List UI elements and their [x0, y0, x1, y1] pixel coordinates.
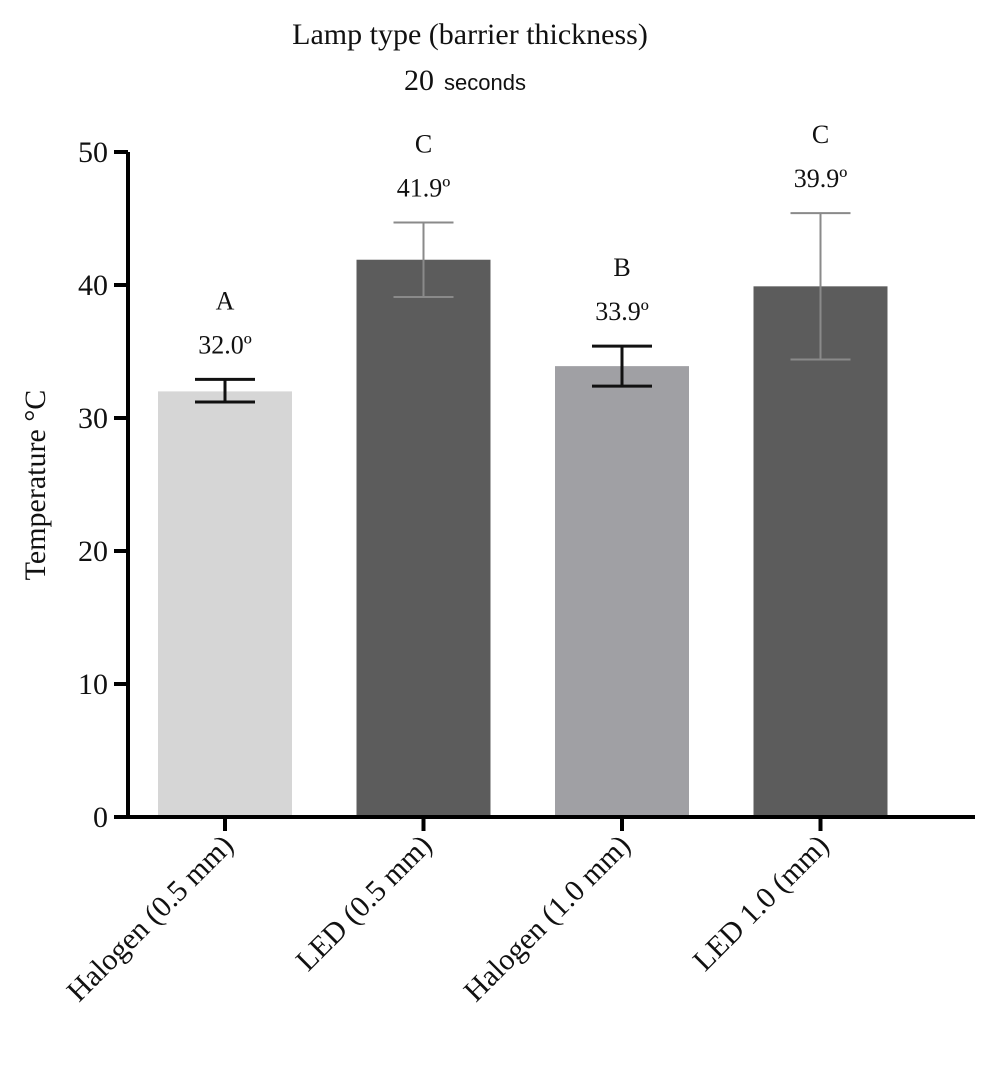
x-tick-label: LED (0.5 mm): [290, 829, 439, 978]
chart-title: Lamp type (barrier thickness): [292, 18, 648, 51]
x-tick-label: Halogen (1.0 mm): [457, 829, 636, 1008]
y-tick-label: 50: [78, 136, 108, 169]
error-bars-layer: [195, 212, 851, 404]
data-label: 41.9º: [397, 173, 451, 202]
data-label: 32.0º: [198, 330, 252, 359]
bar: [753, 286, 888, 818]
data-labels-layer: 32.0º A 41.9º C 33.9º B 39.9º C: [198, 120, 847, 359]
data-label: 33.9º: [595, 297, 649, 326]
y-tick-label: 10: [78, 668, 108, 701]
group-letter: C: [812, 120, 829, 149]
bar: [356, 259, 491, 818]
subtitle-number: 20: [404, 64, 434, 97]
x-tick-label: Halogen (0.5 mm): [60, 829, 239, 1008]
y-tick-label: 0: [93, 801, 108, 834]
subtitle-unit: seconds: [444, 70, 526, 95]
group-letter: B: [613, 253, 630, 282]
data-label: 39.9º: [794, 164, 848, 193]
y-axis-label: Temperature °C: [19, 390, 52, 581]
bars-layer: [158, 259, 888, 818]
x-tick-label: LED 1.0 (mm): [687, 829, 836, 978]
chart-subtitle: 20 seconds: [404, 64, 526, 97]
y-tick-label: 40: [78, 269, 108, 302]
group-letter: C: [415, 129, 432, 158]
group-letter: A: [216, 286, 235, 315]
y-tick-label: 30: [78, 402, 108, 435]
y-tick-label: 20: [78, 535, 108, 568]
bar: [158, 391, 292, 817]
bar: [555, 366, 689, 817]
